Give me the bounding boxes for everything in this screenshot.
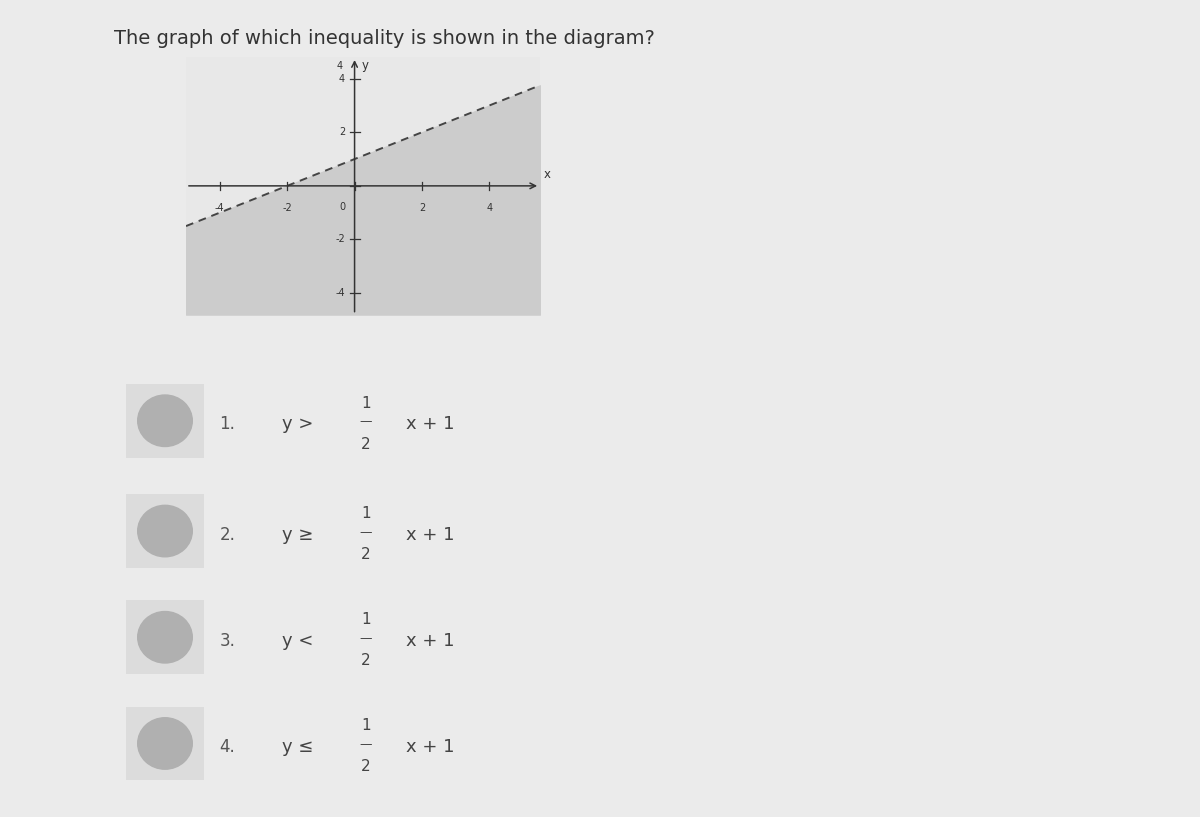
Text: —: — [360,526,372,538]
Text: -2: -2 [335,234,346,244]
Text: -4: -4 [336,288,346,298]
Text: —: — [360,739,372,751]
Text: 1: 1 [361,506,371,521]
Text: 1: 1 [361,395,371,411]
Text: 1.: 1. [220,415,235,434]
Text: x + 1: x + 1 [406,415,454,434]
Text: 1: 1 [361,612,371,627]
Text: 2: 2 [419,203,425,213]
Text: y >: y > [282,415,319,434]
Text: 2: 2 [361,436,371,452]
Circle shape [138,505,192,557]
Text: 2: 2 [361,547,371,562]
Text: y ≥: y ≥ [282,525,319,544]
Text: x: x [544,168,551,181]
Text: 4: 4 [337,61,343,71]
Text: x + 1: x + 1 [406,738,454,757]
Text: -4: -4 [215,203,224,213]
Text: 4.: 4. [220,738,235,757]
Circle shape [138,718,192,770]
Text: 1: 1 [361,718,371,734]
Text: 3.: 3. [220,632,235,650]
Text: 4: 4 [340,74,346,83]
Text: y <: y < [282,632,319,650]
Text: y ≤: y ≤ [282,738,319,757]
Text: 4: 4 [486,203,492,213]
Text: 2.: 2. [220,525,235,544]
Text: -2: -2 [282,203,292,213]
Text: 2: 2 [361,759,371,775]
Text: 0: 0 [340,202,346,212]
Text: 2: 2 [338,127,346,137]
Circle shape [138,611,192,663]
Text: x + 1: x + 1 [406,525,454,544]
Circle shape [138,395,192,446]
Text: The graph of which inequality is shown in the diagram?: The graph of which inequality is shown i… [114,29,655,48]
Text: y: y [362,59,368,72]
Text: 2: 2 [361,653,371,668]
Text: x + 1: x + 1 [406,632,454,650]
Text: —: — [360,416,372,428]
Text: —: — [360,632,372,645]
